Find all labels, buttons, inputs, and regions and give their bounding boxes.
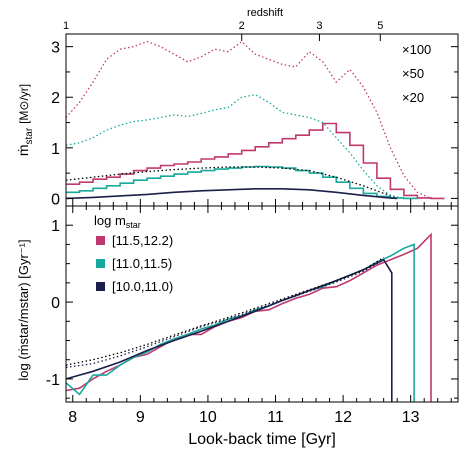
legend-title-sub: star [126,220,141,230]
legend: log mstar [11.5,12.2) [11.0,11.5) [10.0,… [94,213,173,294]
multiplier-label-20: ×20 [402,90,424,105]
lower-series-group [66,232,432,402]
legend-title-main: log m [94,213,126,228]
upper-ytick-label: 1 [51,141,60,158]
redshift-tick-label: 1 [63,20,69,32]
redshift-ticks: 1 2 3 5 [63,20,383,41]
legend-label-teal: [11.0,11.5) [112,256,172,271]
svg-text:log mstar: log mstar [94,213,141,230]
legend-swatch-teal [96,259,105,268]
x-tick-label: 9 [136,409,145,426]
x-tick-label: 13 [402,409,420,426]
upper-series-dotted-3 [66,166,398,199]
upper-ytick-label: 3 [51,40,60,57]
upper-y-label: ṁstar [M⊙/yr] [15,84,35,156]
upper-series-10-0-11-0-2 [66,188,398,200]
lower-ytick-label: -1 [46,372,60,389]
svg-text:ṁstar [M⊙/yr]: ṁstar [M⊙/yr] [15,84,35,156]
multiplier-label-100: ×100 [402,42,431,57]
x-tick-label: 12 [334,409,352,426]
lower-x-ticks: 8 9 10 11 12 13 [68,206,452,426]
lower-y-ticks: -1 0 1 [46,205,458,399]
redshift-tick-label: 3 [316,20,322,32]
upper-x-ticks [72,199,452,206]
multiplier-label-50: ×50 [402,66,424,81]
x-tick-label: 11 [267,409,284,426]
lower-ylabel-text: log (ṁstar/mstar) [Gyr⁻¹] [16,239,31,380]
redshift-axis-title: redshift [247,7,283,19]
upper-series-11-5-12-2-0 [66,122,445,200]
lower-ytick-label: 0 [51,295,60,312]
x-axis-label: Look-back time [Gyr] [188,431,336,448]
lower-y-label: log (ṁstar/mstar) [Gyr⁻¹] [16,239,31,380]
redshift-tick-label: 5 [377,20,383,32]
upper-ytick-label: 0 [51,191,60,208]
upper-ytick-label: 2 [51,90,60,107]
upper-series-50-5 [66,94,405,200]
lower-panel: -1 0 1 8 9 10 11 12 13 log mstar [11.5,12.2) [1… [46,205,459,426]
upper-ylabel-main: ṁ [15,144,31,156]
x-tick-label: 10 [199,409,217,426]
redshift-tick-label: 2 [239,20,245,32]
lower-series-dotted-3 [66,259,385,369]
upper-series-group [66,40,445,200]
lower-ytick-label: 1 [51,218,60,235]
upper-ylabel-sub: star [24,127,35,144]
upper-ylabel-unit: [M⊙/yr] [17,84,31,124]
x-tick-label: 8 [68,409,77,426]
upper-series-100-4 [66,40,432,199]
upper-panel: 0 1 2 3 1 2 3 5 ×100 ×50 ×20 [51,20,459,208]
legend-swatch-navy [96,282,105,291]
legend-label-magenta: [11.5,12.2) [112,233,173,248]
upper-panel-frame [65,33,459,207]
upper-series-11-0-11-5-1 [66,165,418,200]
upper-y-ticks: 0 1 2 3 [51,40,458,208]
legend-label-navy: [10.0,11.0) [112,279,173,294]
legend-swatch-magenta [96,236,105,245]
lower-series-dotted-4 [66,256,385,366]
